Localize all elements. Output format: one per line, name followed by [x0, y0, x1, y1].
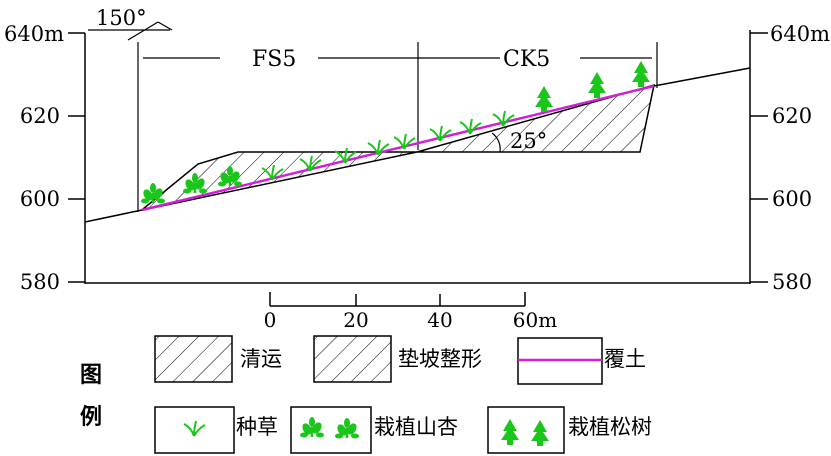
legend-label-cleared: 清运: [240, 347, 282, 371]
right-elevation-axis: 640m 620 600 580: [749, 22, 830, 294]
legend-label-slope-fill: 垫坡整形: [398, 347, 482, 371]
scale-tick-0: 0: [264, 308, 277, 332]
legend-title-1: 图: [80, 362, 102, 388]
right-top-elevation-label: 640m: [770, 22, 830, 46]
svg-text:150°: 150°: [96, 6, 147, 30]
slope-fill-region: [142, 151, 418, 211]
left-tick-580: 580: [20, 270, 60, 294]
scale-tick-20: 20: [343, 308, 368, 332]
legend-label-pine: 栽植松树: [568, 415, 652, 439]
legend-label-apricot: 栽植山杏: [374, 415, 458, 439]
cleared-region: [416, 83, 655, 153]
scale-end-label: 60m: [513, 308, 557, 332]
legend-swatch-slope-fill: [313, 335, 392, 383]
pine-tree-icon: [588, 72, 606, 98]
section-label-ck5: CK5: [503, 47, 550, 72]
left-elevation-axis: 640m 620 600 580: [4, 22, 86, 294]
pine-tree-icon: [535, 86, 553, 112]
pine-tree-icon: [632, 61, 650, 87]
apricot-icon: [139, 181, 167, 205]
slope-angle-arc: [491, 132, 501, 153]
legend-swatch-pine: [487, 406, 565, 454]
legend-title-2: 例: [80, 404, 102, 430]
cover-soil-line: [141, 84, 655, 212]
top-angle-annotation: 150°: [88, 6, 173, 41]
legend-swatch-cleared: [154, 335, 233, 383]
section-boundaries: FS5 CK5: [137, 42, 658, 212]
legend-label-cover-soil: 覆土: [604, 347, 646, 371]
right-tick-620: 620: [772, 104, 812, 128]
left-tick-620: 620: [20, 104, 60, 128]
legend-swatch-apricot: [290, 406, 372, 454]
slope-angle-label: 25°: [510, 129, 547, 153]
legend: 图 例 清运 垫坡整形 覆土 种草 栽植山杏 栽植松树: [80, 335, 652, 454]
right-tick-600: 600: [772, 187, 812, 211]
legend-label-grass: 种草: [236, 415, 278, 439]
section-label-fs5: FS5: [252, 47, 296, 72]
left-top-elevation-label: 640m: [4, 22, 64, 46]
right-tick-580: 580: [772, 270, 812, 294]
left-tick-600: 600: [20, 187, 60, 211]
grass-icon: [393, 133, 416, 150]
scale-tick-40: 40: [427, 308, 452, 332]
scale-bar: 0 20 40 60m: [264, 292, 557, 332]
